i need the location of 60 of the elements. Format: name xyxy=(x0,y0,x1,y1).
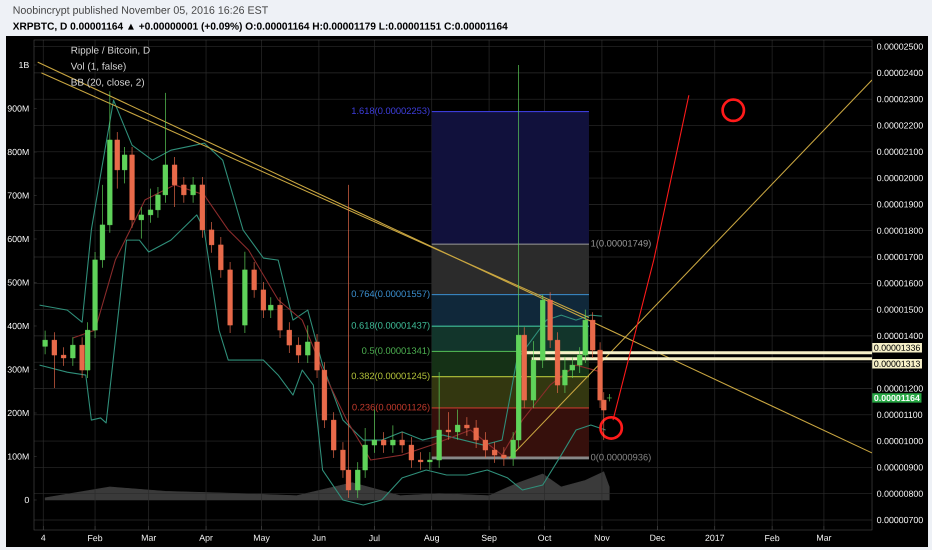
y-tick-label: 0.00001800 xyxy=(877,228,923,234)
y-tick-label: 0.00002500 xyxy=(877,43,923,50)
x-tick-label: Oct xyxy=(538,534,552,541)
series-label: 0(0.00000936) xyxy=(590,454,651,462)
y-tick-label: 0.00001100 xyxy=(877,412,922,418)
series-label: 0.618(0.00001437) xyxy=(352,322,430,330)
y-tick-label: 0.00002100 xyxy=(877,148,923,155)
y-tick-label: 0.00002200 xyxy=(877,122,923,129)
y-tick-label: 0.00000700 xyxy=(877,516,923,524)
y2-tick-label: 400M xyxy=(7,322,29,330)
y-tick-label: 0.00001400 xyxy=(877,332,923,340)
y2-tick-label: 800M xyxy=(8,148,29,156)
x-tick-label: Nov xyxy=(594,534,610,541)
y-tick-label: 0.00001500 xyxy=(877,306,923,313)
annotation: Ripple / Bitcoin, D xyxy=(72,46,150,56)
x-tick-label: May xyxy=(254,534,270,543)
series-label: 0.764(0.00001557) xyxy=(352,290,430,299)
y2-tick-label: 900M xyxy=(8,105,29,112)
x-tick-label: Feb xyxy=(88,534,102,542)
y2-tick-label: 500M xyxy=(8,279,29,286)
x-tick-label: Sep xyxy=(482,534,497,543)
y2-tick-label: 600M xyxy=(8,236,29,242)
series-label: 1.618(0.00002253) xyxy=(352,107,430,116)
y2-tick-label: 0 xyxy=(24,496,29,504)
y-tick-label: 0.00001200 xyxy=(877,385,923,392)
x-tick-label: Mar xyxy=(142,534,156,541)
y-tick-label: 0.00001700 xyxy=(877,254,923,260)
series-label: 0.382(0.00001245) xyxy=(352,372,430,381)
y-tick-label: 0.00001000 xyxy=(877,438,923,444)
y-tick-label: 0.00000800 xyxy=(877,490,923,497)
y-tick-label: 0.00002300 xyxy=(877,96,923,102)
series-label: 1(0.00001749) xyxy=(591,240,651,248)
x-tick-label: 4 xyxy=(41,534,46,541)
y2-tick-label: 1B xyxy=(19,62,29,68)
y-tick-label: 0.00002000 xyxy=(877,174,923,182)
x-tick-label: Aug xyxy=(424,534,439,543)
y2-tick-label: 100M xyxy=(8,453,29,460)
y-tick-label: 0.00001900 xyxy=(877,201,923,208)
y-tick-label: 0.00001600 xyxy=(877,280,923,286)
y2-tick-label: 700M xyxy=(8,192,29,199)
series-label: 0.00001336 xyxy=(874,344,920,351)
x-tick-label: Mar xyxy=(817,534,832,541)
x-tick-label: Jun xyxy=(312,534,326,541)
series-label: 0.236(0.00001126) xyxy=(352,404,430,412)
text: 0.00001164 xyxy=(874,394,920,402)
y-tick-label: 0.00002400 xyxy=(877,70,923,76)
chart-subtitle: XRPBTC, D 0.00001164 ▲ +0.00000001 (+0.09%) O:0.00001164 H:0.00001179 L:0.00001151 C:0.00001164 xyxy=(12,22,508,32)
x-tick-label: Dec xyxy=(650,534,666,541)
series-label: 0.00001313 xyxy=(874,360,920,367)
x-tick-label: Feb xyxy=(765,534,780,542)
y2-tick-label: 200M xyxy=(8,410,29,416)
y-tick-label: 0.00000900 xyxy=(877,464,923,471)
x-tick-label: Jul xyxy=(368,534,380,542)
y2-tick-label: 300M xyxy=(8,366,29,373)
annotation: Vol (1, false) xyxy=(70,62,126,72)
series-label: 0.5(0.00001341) xyxy=(362,347,430,356)
chart-title: Noobincrypt published November 05, 2016 16:26 EST xyxy=(14,6,268,16)
x-tick-label: 2017 xyxy=(705,534,724,541)
annotation: BB (20, close, 2) xyxy=(72,78,144,88)
x-tick-label: Apr xyxy=(199,534,213,543)
